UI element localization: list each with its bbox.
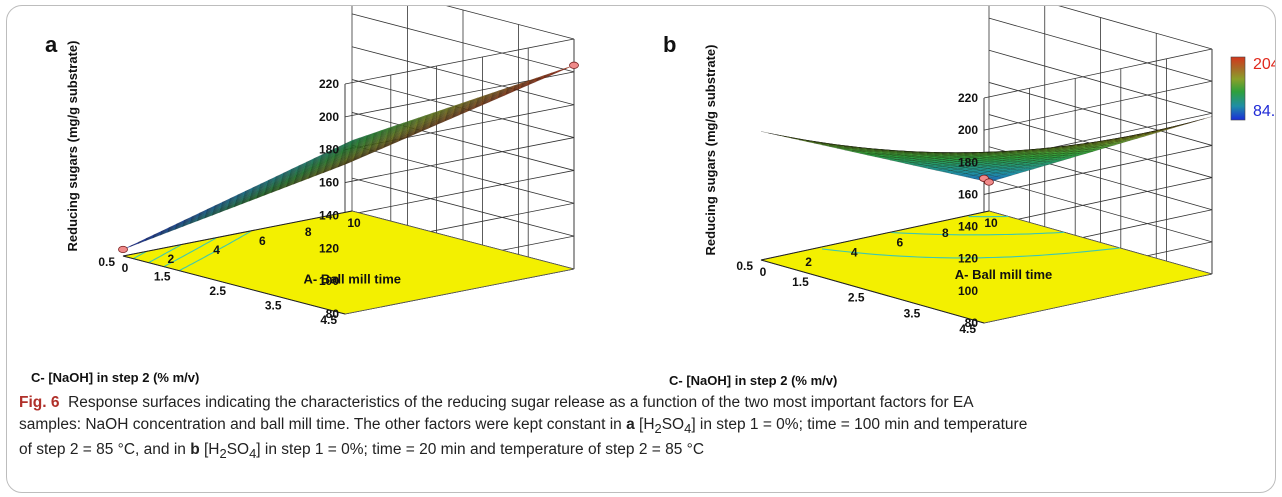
x-tick-label: 4: [213, 243, 220, 257]
y-axis-line: [760, 259, 985, 324]
x-axis-line: [760, 210, 990, 261]
floor-contour-line: [890, 231, 1065, 236]
caption-sub-2a: 2: [654, 420, 662, 436]
z-tick-label: 160: [958, 187, 978, 201]
y-tick-label: 2.5: [209, 284, 226, 298]
caption-text-3a: of step 2 = 85 °C, and in: [19, 441, 191, 459]
caption-so-a: SO: [661, 415, 685, 433]
y-tick-label: 4.5: [959, 322, 976, 336]
x-tick-label: 4: [851, 245, 858, 259]
y-axis-title: C- [NaOH] in step 2 (% m/v): [669, 373, 837, 388]
caption-sub-4a: 4: [684, 420, 692, 436]
back-wall-hline: [983, 48, 1213, 99]
x-axis-title: A- Ball mill time: [955, 267, 1053, 282]
design-point: [984, 178, 994, 186]
x-tick-label: 10: [347, 216, 361, 230]
response-surface: [122, 65, 575, 250]
floor-contour-line: [822, 247, 1121, 259]
z-tick-label: 80: [326, 307, 340, 321]
back-wall-hline: [344, 38, 575, 85]
caption-line-3: of step 2 = 85 °C, and in b [H2SO4] in s…: [19, 439, 1259, 465]
z-tick-label: 160: [319, 176, 339, 190]
x-tick-label: 6: [896, 236, 903, 250]
x-tick-label: 8: [305, 225, 312, 239]
caption-panel-b: b: [190, 441, 200, 459]
back-wall-hline: [344, 137, 575, 183]
z-tick-label: 180: [319, 143, 339, 157]
color-scale-bar: [1230, 56, 1246, 121]
x-tick-label: 2: [805, 255, 812, 269]
caption-sub-4b: 4: [249, 446, 257, 462]
x-tick-label: 0: [760, 265, 767, 279]
x-tick-label: 2: [167, 252, 174, 266]
y-tick-label: 3.5: [904, 306, 921, 320]
surface-plot-b: 0 2 4 6 8 10 0.5 1.5 2.5 3.5 4.580 100 120 140 160 180 2…: [663, 6, 1213, 388]
caption-text-3b: ] in step 1 = 0%; time = 20 min and temp…: [256, 441, 705, 459]
y-axis-line: [122, 255, 346, 315]
color-scale-max-label: 204.5: [1253, 56, 1275, 73]
z-tick-label: 200: [958, 123, 978, 137]
z-axis-title: Reducing sugars (mg/g substrate): [65, 41, 80, 252]
caption-text-2a: samples: NaOH concentration and ball mil…: [19, 415, 627, 433]
z-tick-label: 220: [319, 77, 339, 91]
x-tick-label: 6: [259, 234, 266, 248]
color-scale-min-label: 84.3: [1253, 103, 1275, 120]
caption-h-a: [H: [639, 415, 655, 433]
z-tick-label: 100: [319, 274, 339, 288]
z-tick-label: 200: [319, 110, 339, 124]
design-point: [569, 61, 579, 69]
y-tick-label: 2.5: [848, 291, 865, 305]
caption-h-b: [H: [204, 441, 220, 459]
caption-panel-a: a: [626, 415, 635, 433]
surface-plot-a: 0 2 4 6 8 10 0.5 1.5 2.5 3.5 4.580 100 120 140 160 180 2…: [31, 6, 579, 385]
floor-contour-line: [178, 231, 251, 272]
figure-caption: Fig. 6 Response surfaces indicating the …: [19, 392, 1259, 465]
y-tick-label: 4.5: [320, 313, 337, 327]
panel-label: a: [45, 32, 58, 57]
z-tick-label: 80: [965, 316, 979, 330]
x-axis-title: A- Ball mill time: [304, 272, 402, 287]
caption-fig-label: Fig. 6: [19, 394, 60, 411]
back-wall-hline: [344, 170, 575, 216]
response-surface-charts: 204.5 84.3 02468100.51.52.53.54.58010012…: [31, 6, 1275, 388]
z-axis-title: Reducing sugars (mg/g substrate): [703, 45, 718, 256]
back-wall-hline: [983, 177, 1213, 227]
z-tick-label: 120: [319, 241, 339, 255]
design-point: [118, 245, 128, 254]
y-tick-label: 3.5: [265, 299, 282, 313]
z-tick-label: 120: [958, 252, 978, 266]
panel-label: b: [663, 32, 676, 57]
z-tick-label: 220: [958, 91, 978, 105]
caption-line-2: samples: NaOH concentration and ball mil…: [19, 414, 1259, 440]
y-tick-label: 1.5: [792, 275, 809, 289]
caption-text-2b: ] in step 1 = 0%; time = 100 min and tem…: [691, 415, 1028, 433]
surface-cell: [1196, 116, 1213, 121]
caption-sub-2b: 2: [219, 446, 227, 462]
figure-frame: 204.5 84.3 02468100.51.52.53.54.58010012…: [6, 5, 1276, 493]
z-tick-label: 140: [319, 208, 339, 222]
x-tick-label: 8: [942, 226, 949, 240]
x-tick-label: 0: [122, 261, 129, 275]
x-tick-label: 10: [984, 216, 998, 230]
y-tick-label: 0.5: [98, 255, 115, 269]
z-tick-label: 140: [958, 220, 978, 234]
floor-contour-line: [132, 251, 147, 260]
floor-contour-line: [163, 237, 216, 268]
y-tick-label: 0.5: [736, 259, 753, 273]
y-axis-title: C- [NaOH] in step 2 (% m/v): [31, 370, 199, 385]
caption-so-b: SO: [226, 441, 250, 459]
floor-contour-line: [148, 244, 182, 264]
back-wall-hline: [983, 145, 1213, 195]
back-wall-hline: [983, 80, 1213, 131]
x-axis-line: [122, 210, 353, 257]
z-tick-label: 100: [958, 284, 978, 298]
z-tick-label: 180: [958, 155, 978, 169]
caption-line-1: Fig. 6 Response surfaces indicating the …: [19, 392, 1259, 414]
caption-text-1: Response surfaces indicating the charact…: [68, 394, 974, 411]
y-tick-label: 1.5: [154, 270, 171, 284]
